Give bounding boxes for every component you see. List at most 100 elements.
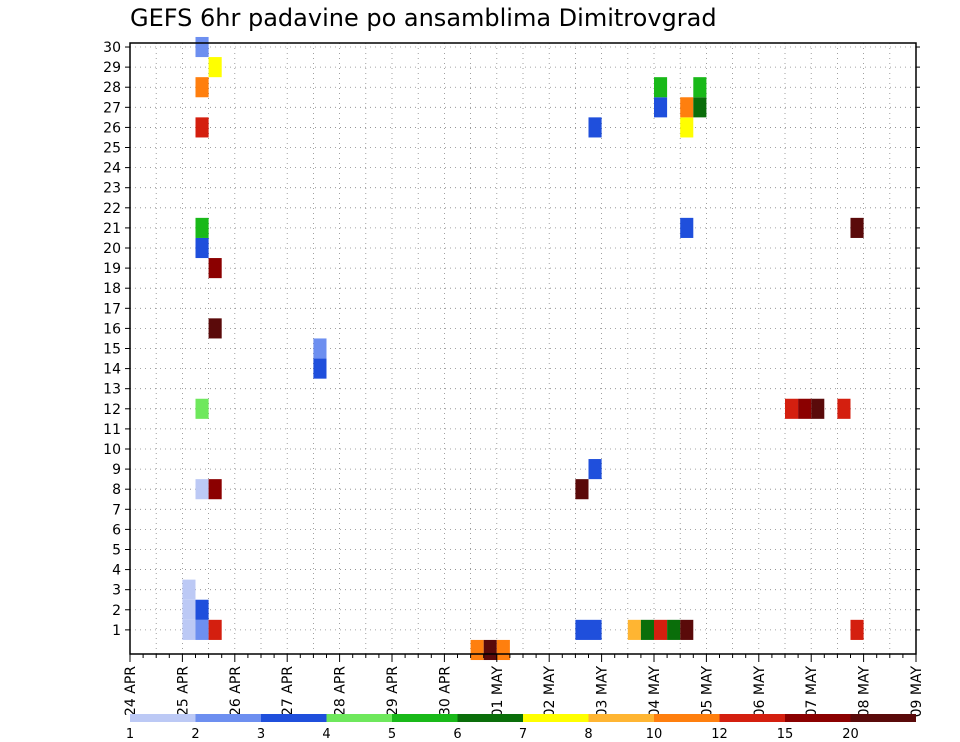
colorbar-segment xyxy=(523,714,589,722)
colorbar-label: 5 xyxy=(388,727,396,742)
heatmap-cell xyxy=(680,217,694,238)
colorbar-label: 8 xyxy=(584,727,592,742)
heatmap-cell xyxy=(195,117,209,138)
colorbar-segment xyxy=(654,714,720,722)
heatmap-cell xyxy=(798,398,812,419)
heatmap-cell xyxy=(483,639,497,661)
heatmap-cell xyxy=(627,619,641,640)
y-tick-label: 11 xyxy=(103,422,121,438)
heatmap-cell xyxy=(208,258,222,279)
y-tick-label: 23 xyxy=(103,181,121,197)
heatmap-cell xyxy=(313,338,327,359)
x-tick-label: 29 APR xyxy=(385,666,401,716)
y-tick-label: 1 xyxy=(112,623,121,639)
heatmap-cell xyxy=(470,639,484,661)
heatmap-cell xyxy=(667,619,681,640)
x-tick-label: 30 APR xyxy=(437,666,453,716)
heatmap-cell xyxy=(208,318,222,339)
heatmap-cell xyxy=(654,619,668,640)
x-tick-label: 06 MAY xyxy=(752,666,768,718)
x-tick-label: 04 MAY xyxy=(647,666,663,718)
colorbar-label: 3 xyxy=(257,727,265,742)
x-tick-label: 03 MAY xyxy=(595,666,611,718)
y-tick-label: 24 xyxy=(103,161,121,177)
heatmap-cell xyxy=(654,77,668,98)
colorbar-segment xyxy=(326,714,392,722)
heatmap-cell xyxy=(654,97,668,118)
colorbar-segment xyxy=(195,714,261,722)
y-tick-label: 14 xyxy=(103,362,121,378)
heatmap-cell xyxy=(195,479,209,500)
heatmap-cell xyxy=(182,579,196,600)
heatmap-cell xyxy=(588,459,602,480)
x-tick-label: 08 MAY xyxy=(857,666,873,718)
y-tick-label: 21 xyxy=(103,221,121,237)
y-tick-label: 3 xyxy=(112,583,121,599)
heatmap-cell xyxy=(680,117,694,138)
colorbar-segment xyxy=(785,714,851,722)
x-tick-label: 26 APR xyxy=(228,666,244,716)
x-tick-label: 02 MAY xyxy=(542,666,558,718)
y-tick-label: 15 xyxy=(103,342,121,358)
heatmap-cell xyxy=(182,619,196,640)
y-tick-label: 13 xyxy=(103,382,121,398)
y-tick-label: 22 xyxy=(103,201,121,217)
heatmap-cell xyxy=(195,398,209,419)
y-tick-label: 7 xyxy=(112,502,121,518)
y-tick-label: 29 xyxy=(103,60,121,76)
y-tick-label: 4 xyxy=(112,563,121,579)
x-tick-label: 07 MAY xyxy=(804,666,820,718)
y-tick-label: 30 xyxy=(103,40,121,56)
heatmap-cell xyxy=(575,479,589,500)
heatmap-cell xyxy=(837,398,851,419)
heatmap-cell xyxy=(195,217,209,238)
colorbar-label: 12 xyxy=(711,727,728,742)
heatmap-cell xyxy=(208,57,222,78)
heatmap-cell xyxy=(575,619,589,640)
y-tick-label: 27 xyxy=(103,100,121,116)
colorbar-segment xyxy=(130,714,196,722)
y-tick-label: 6 xyxy=(112,522,121,538)
y-tick-label: 19 xyxy=(103,261,121,277)
heatmap-cell xyxy=(496,639,510,661)
colorbar-label: 7 xyxy=(519,727,527,742)
colorbar-segment xyxy=(850,714,916,722)
heatmap-cell xyxy=(588,619,602,640)
y-tick-label: 18 xyxy=(103,281,121,297)
heatmap-cell xyxy=(195,619,209,640)
y-tick-label: 26 xyxy=(103,120,121,136)
heatmap-cell xyxy=(640,619,654,640)
colorbar-label: 2 xyxy=(191,727,199,742)
heatmap-cell xyxy=(850,217,864,238)
x-tick-label: 01 MAY xyxy=(490,666,506,718)
x-tick-label: 28 APR xyxy=(333,666,349,716)
y-tick-label: 2 xyxy=(112,603,121,619)
y-tick-label: 25 xyxy=(103,141,121,157)
heatmap-cell xyxy=(313,358,327,379)
colorbar-label: 20 xyxy=(842,727,859,742)
heatmap-cell xyxy=(811,398,825,419)
colorbar-segment xyxy=(588,714,654,722)
heatmap-cell xyxy=(208,619,222,640)
x-tick-label: 25 APR xyxy=(175,666,191,716)
chart-title: GEFS 6hr padavine po ansamblima Dimitrov… xyxy=(130,4,717,32)
y-tick-label: 10 xyxy=(103,442,121,458)
heatmap-cell xyxy=(195,599,209,620)
x-tick-label: 24 APR xyxy=(123,666,139,716)
heatmap-cell xyxy=(588,117,602,138)
x-tick-label: 27 APR xyxy=(280,666,296,716)
heatmap-cell xyxy=(785,398,799,419)
y-tick-label: 9 xyxy=(112,462,121,478)
colorbar-label: 4 xyxy=(322,727,330,742)
heatmap-cell xyxy=(195,237,209,259)
heatmap-cell xyxy=(693,77,707,98)
y-tick-label: 16 xyxy=(103,321,121,337)
y-tick-label: 20 xyxy=(103,241,121,257)
colorbar-segment xyxy=(392,714,458,722)
heatmap-cell xyxy=(850,619,864,640)
x-tick-label: 05 MAY xyxy=(699,666,715,718)
heatmap-cell xyxy=(693,97,707,118)
colorbar-segment xyxy=(457,714,523,722)
heatmap-cell xyxy=(182,599,196,620)
